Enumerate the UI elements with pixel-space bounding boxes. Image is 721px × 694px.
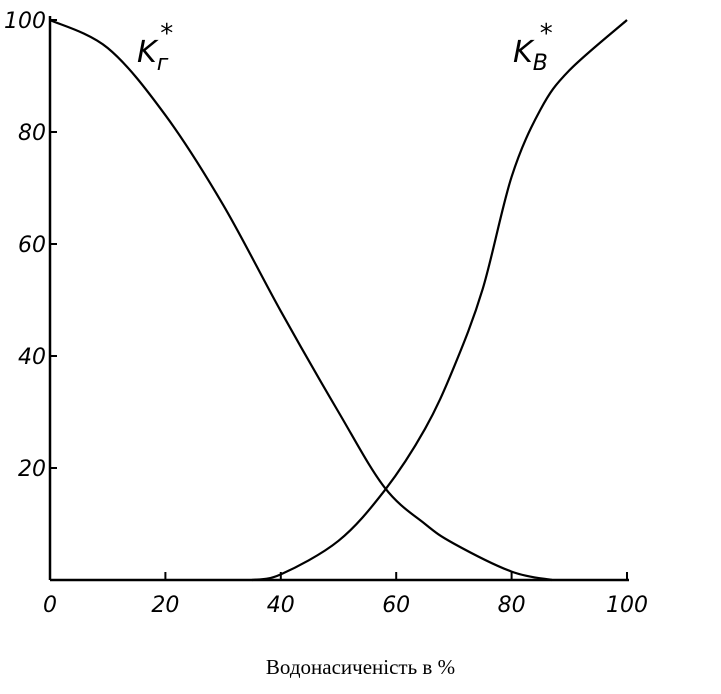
x-tick-label: 0	[43, 593, 57, 618]
curves	[49, 19, 628, 582]
ticks: 0 20 40 60 80 100 20 40 60 80 100	[4, 9, 648, 618]
x-tick-label: 20	[151, 593, 179, 618]
y-tick-label: 100	[4, 9, 46, 34]
axes	[48, 16, 629, 582]
y-tick-label: 20	[18, 457, 46, 482]
x-tick-label: 100	[606, 593, 648, 618]
series-label: Kг*	[137, 19, 173, 76]
y-tick-label: 60	[18, 233, 46, 258]
curve-labels: Kг* KB*	[137, 19, 553, 76]
series-line-kv	[251, 19, 628, 582]
x-tick-label: 60	[382, 593, 410, 618]
series-label: KB*	[513, 19, 553, 76]
x-axis-label: Водонасиченість в %	[265, 655, 456, 679]
x-tick-label: 80	[498, 593, 526, 618]
y-tick-label: 80	[18, 121, 46, 146]
series-line-kg	[49, 19, 553, 582]
y-tick-label: 40	[18, 345, 46, 370]
x-tick-label: 40	[267, 593, 295, 618]
